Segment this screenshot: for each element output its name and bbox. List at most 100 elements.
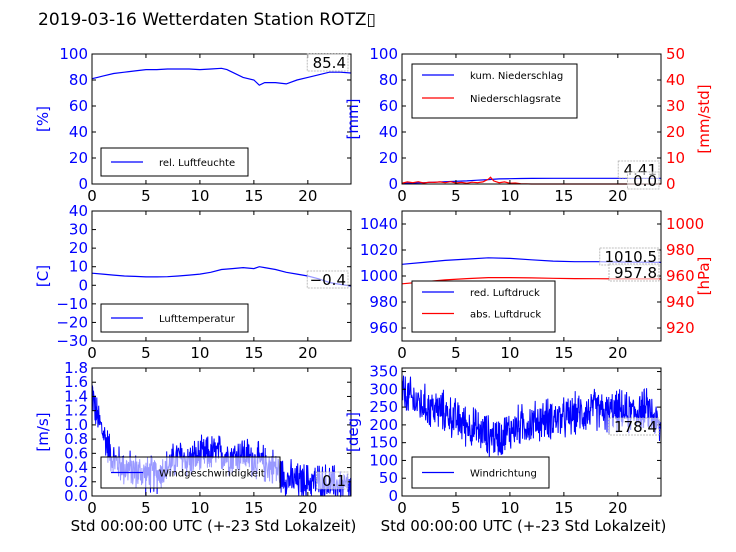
y-tick-label: −30 [56, 332, 88, 350]
legend-label: Lufttemperatur [159, 314, 236, 325]
y-tick-label: 350 [369, 363, 398, 381]
x-tick-label: 15 [554, 344, 573, 362]
series-line-winddirection-0 [401, 375, 662, 458]
y-tick-label: −10 [56, 295, 88, 313]
x-tick-label: 10 [190, 187, 209, 205]
x-tick-label: 5 [451, 499, 461, 517]
current-value-box [306, 270, 349, 289]
x-tick-label: 20 [298, 344, 317, 362]
x-tick-label: 5 [451, 344, 461, 362]
x-tick-label: 5 [141, 187, 151, 205]
chart-precipitation: 0 5 10 15 20 0 20 40 60 80 100 0 10 20 30 40 50 [mm] [mm/s… [344, 45, 713, 205]
y-tick-label: 20 [69, 239, 88, 257]
y-axis-label: [m/s] [34, 412, 52, 451]
x-tick-label: 20 [298, 187, 317, 205]
y-tick-label: 0.8 [64, 430, 88, 448]
y-tick-label: 10 [69, 258, 88, 276]
y-tick-label-right: 0 [666, 175, 676, 193]
x-tick-label: 15 [244, 344, 263, 362]
x-tick-label: 10 [190, 499, 209, 517]
y-tick-label: 40 [379, 123, 398, 141]
current-value-label: 0.1 [322, 472, 346, 490]
y-tick-label-right: 10 [666, 149, 685, 167]
legend-label: abs. Luftdruck [470, 310, 541, 321]
y-tick-label: 0.2 [64, 473, 88, 491]
legend-label: red. Luftdruck [470, 288, 540, 299]
y-tick-label: 960 [369, 319, 398, 337]
current-value-label: 1010.5 [605, 248, 658, 266]
x-tick-label: 0 [397, 187, 407, 205]
y-tick-label: 80 [379, 71, 398, 89]
x-tick-label: 15 [554, 499, 573, 517]
legend-label: kum. Niederschlag [470, 71, 563, 82]
current-value-label: 0.0 [633, 172, 657, 190]
x-tick-label: 20 [608, 187, 627, 205]
y-tick-label: 1.4 [64, 387, 88, 405]
current-value-box [315, 471, 349, 490]
chart-pressure: 0 5 10 15 20 960 980 1000 1020 1040 920 940 960 980 10… [360, 210, 713, 362]
current-value-label: 957.8 [614, 264, 657, 282]
y-tick-label-right: 980 [666, 241, 695, 259]
y-tick-label: 0 [388, 487, 398, 505]
axes-frame-temperature [91, 210, 352, 342]
y-tick-label: 60 [69, 97, 88, 115]
y-tick-label-right: 1000 [666, 215, 704, 233]
x-tick-label: 15 [244, 187, 263, 205]
axes-frame-winddirection [401, 367, 662, 497]
x-tick-label: 0 [397, 344, 407, 362]
y-tick-label-right: 40 [666, 71, 685, 89]
y-tick-label: 250 [369, 398, 398, 416]
y-tick-label: 1.0 [64, 416, 88, 434]
y-tick-label: 40 [69, 123, 88, 141]
chart-temperature: 0 5 10 15 20−30−20−10010203040[C]Lufttempera… [34, 202, 352, 362]
y-tick-label: 0 [78, 276, 88, 294]
legend-label: Windrichtung [470, 469, 537, 480]
y-tick-label-right: 960 [666, 267, 695, 285]
y-tick-label: −20 [56, 313, 88, 331]
y-axis-label-right: [hPa] [695, 257, 713, 296]
current-value-label: −0.4 [310, 271, 346, 289]
x-tick-label: 15 [244, 499, 263, 517]
x-tick-label: 0 [87, 499, 97, 517]
x-tick-label: 0 [87, 344, 97, 362]
y-tick-label: 0 [78, 175, 88, 193]
y-tick-label: 200 [369, 416, 398, 434]
y-tick-label: 100 [59, 45, 88, 63]
y-tick-label: 30 [69, 221, 88, 239]
current-value-box [306, 53, 349, 72]
y-axis-label: [mm] [344, 99, 362, 140]
y-tick-label: 0.6 [64, 444, 88, 462]
legend-box [411, 280, 556, 333]
y-tick-label: 1.6 [64, 373, 88, 391]
x-axis-label: Std 00:00:00 UTC (+-23 Std Lokalzeit) [71, 517, 357, 535]
missing-glyph-icon: ▯ [366, 10, 376, 30]
legend-label: Niederschlagsrate [470, 94, 561, 105]
y-tick-label: 1.2 [64, 402, 88, 420]
x-tick-label: 20 [608, 499, 627, 517]
chart-windspeed: 0 5 10 15 20 0.00.20.40.60.81.01.21.41.61.8 [m… [34, 359, 356, 535]
y-axis-label-right: [mm/std] [695, 84, 713, 153]
y-tick-label: 1020 [360, 241, 398, 259]
y-tick-label-right: 20 [666, 123, 685, 141]
x-tick-label: 20 [608, 344, 627, 362]
legend-label: Windgeschwindigkeit [159, 469, 265, 480]
current-value-label: 85.4 [313, 54, 346, 72]
x-tick-label: 10 [500, 344, 519, 362]
legend-label: rel. Luftfeuchte [159, 158, 235, 169]
x-tick-label: 10 [500, 499, 519, 517]
current-value-box [608, 263, 660, 282]
y-tick-label: 300 [369, 380, 398, 398]
x-tick-label: 0 [397, 499, 407, 517]
y-tick-label: 1.8 [64, 359, 88, 377]
y-tick-label: 50 [379, 469, 398, 487]
axes-frame-windspeed [91, 367, 352, 497]
y-tick-label: 0 [388, 175, 398, 193]
y-tick-label: 20 [69, 149, 88, 167]
y-axis-label: [deg] [344, 412, 362, 452]
current-value-box [608, 417, 660, 436]
x-axis-label: Std 00:00:00 UTC (+-23 Std Lokalzeit) [381, 517, 667, 535]
y-tick-label: 80 [69, 71, 88, 89]
x-tick-label: 5 [141, 344, 151, 362]
y-tick-label-right: 30 [666, 97, 685, 115]
